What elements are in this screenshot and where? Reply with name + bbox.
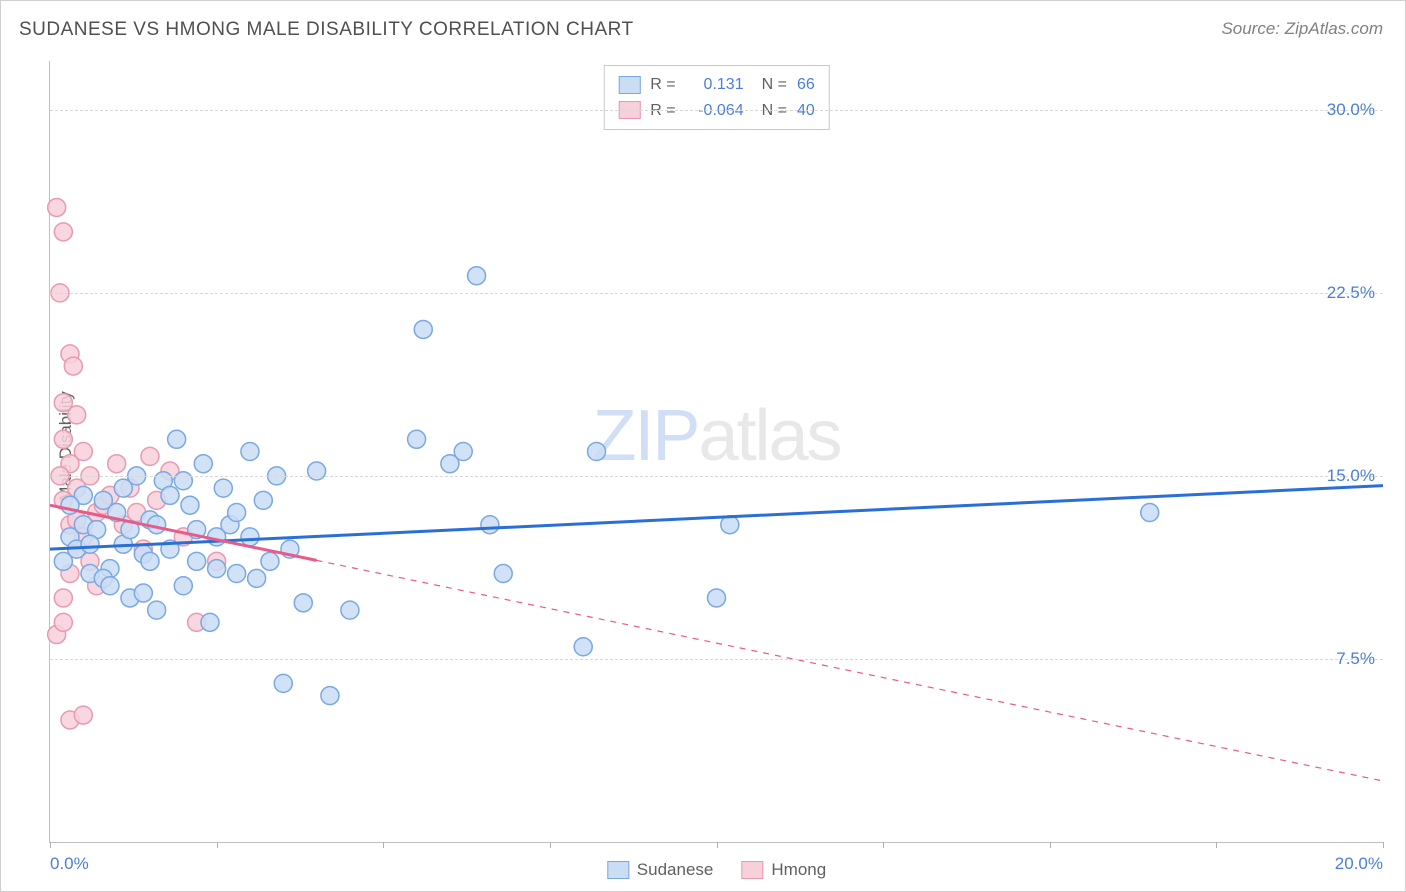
data-point: [161, 486, 179, 504]
data-point: [64, 357, 82, 375]
x-tick: [217, 842, 218, 848]
x-tick-label: 0.0%: [50, 854, 89, 874]
chart-title: SUDANESE VS HMONG MALE DISABILITY CORREL…: [19, 19, 634, 41]
data-point: [454, 443, 472, 461]
trend-line-dashed: [317, 560, 1383, 781]
data-point: [54, 223, 72, 241]
data-point: [574, 638, 592, 656]
x-tick-label: 20.0%: [1335, 854, 1383, 874]
x-tick: [717, 842, 718, 848]
hmong-swatch-icon: [741, 861, 763, 879]
data-point: [134, 584, 152, 602]
data-point: [68, 406, 86, 424]
data-point: [254, 491, 272, 509]
x-tick: [50, 842, 51, 848]
data-point: [81, 535, 99, 553]
data-point: [214, 479, 232, 497]
y-tick-label: 22.5%: [1327, 283, 1375, 303]
data-point: [181, 496, 199, 514]
data-point: [48, 198, 66, 216]
series-legend: Sudanese Hmong: [607, 860, 826, 880]
source-attribution: Source: ZipAtlas.com: [1221, 19, 1383, 39]
gridline: [50, 110, 1383, 111]
data-point: [588, 443, 606, 461]
data-point: [494, 565, 512, 583]
x-tick: [550, 842, 551, 848]
data-point: [101, 577, 119, 595]
x-tick: [883, 842, 884, 848]
data-point: [228, 565, 246, 583]
sudanese-swatch-icon: [607, 861, 629, 879]
data-point: [1141, 504, 1159, 522]
gridline: [50, 659, 1383, 660]
data-point: [408, 430, 426, 448]
data-point: [174, 577, 192, 595]
data-point: [261, 552, 279, 570]
legend-label-sudanese: Sudanese: [637, 860, 714, 880]
y-tick-label: 15.0%: [1327, 466, 1375, 486]
data-point: [708, 589, 726, 607]
gridline: [50, 293, 1383, 294]
data-point: [74, 706, 92, 724]
gridline: [50, 476, 1383, 477]
x-tick: [1050, 842, 1051, 848]
data-point: [274, 674, 292, 692]
data-point: [54, 430, 72, 448]
data-point: [321, 687, 339, 705]
chart-container: SUDANESE VS HMONG MALE DISABILITY CORREL…: [0, 0, 1406, 892]
legend-item-hmong: Hmong: [741, 860, 826, 880]
data-point: [148, 601, 166, 619]
data-point: [108, 455, 126, 473]
data-point: [241, 528, 259, 546]
data-point: [241, 443, 259, 461]
x-tick: [1216, 842, 1217, 848]
scatter-plot-svg: [50, 61, 1383, 842]
plot-area: ZIPatlas R = 0.131 N = 66 R = -0.064 N =…: [49, 61, 1383, 843]
data-point: [141, 447, 159, 465]
data-point: [54, 589, 72, 607]
data-point: [194, 455, 212, 473]
data-point: [188, 552, 206, 570]
data-point: [294, 594, 312, 612]
legend-item-sudanese: Sudanese: [607, 860, 714, 880]
data-point: [468, 267, 486, 285]
x-tick: [1383, 842, 1384, 848]
data-point: [208, 560, 226, 578]
data-point: [481, 516, 499, 534]
y-tick-label: 7.5%: [1336, 649, 1375, 669]
x-tick: [383, 842, 384, 848]
trend-line: [50, 486, 1383, 549]
data-point: [168, 430, 186, 448]
y-tick-label: 30.0%: [1327, 100, 1375, 120]
data-point: [141, 552, 159, 570]
data-point: [308, 462, 326, 480]
data-point: [54, 613, 72, 631]
data-point: [341, 601, 359, 619]
data-point: [114, 479, 132, 497]
data-point: [248, 569, 266, 587]
data-point: [174, 472, 192, 490]
data-point: [228, 504, 246, 522]
data-point: [201, 613, 219, 631]
legend-label-hmong: Hmong: [771, 860, 826, 880]
data-point: [414, 320, 432, 338]
